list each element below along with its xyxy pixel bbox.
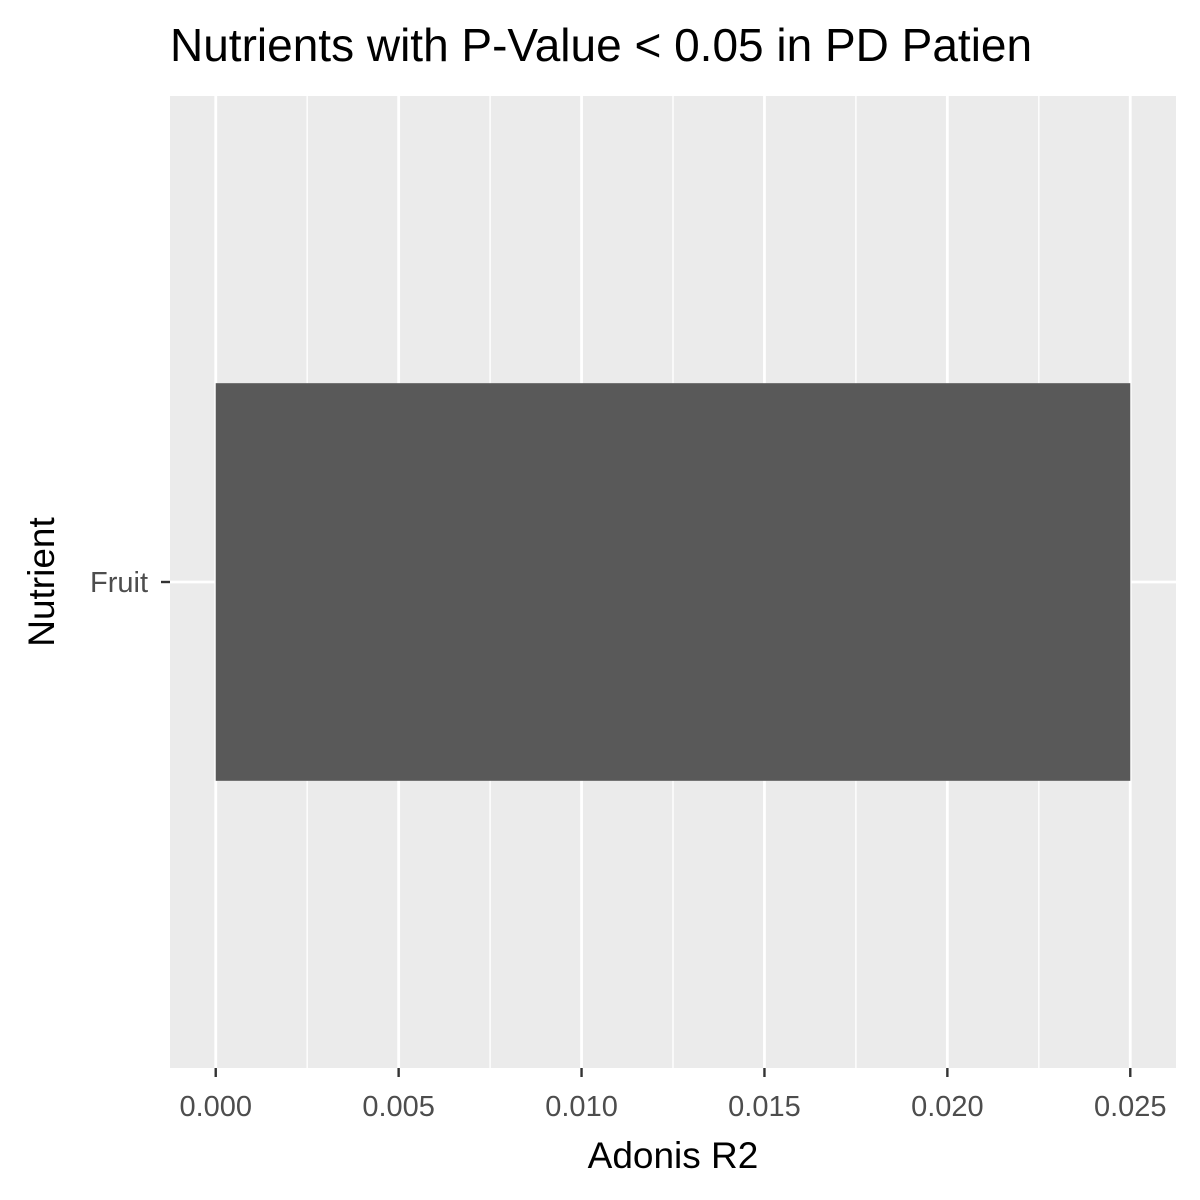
x-axis: 0.000 0.005 0.010 0.015 0.020 0.025: [179, 1068, 1167, 1123]
y-axis-title: Nutrient: [21, 517, 62, 647]
y-tick-label: Fruit: [90, 567, 148, 599]
x-tick-label: 0.010: [545, 1091, 618, 1123]
x-tick-label: 0.025: [1094, 1091, 1167, 1123]
x-tick-label: 0.020: [911, 1091, 984, 1123]
x-axis-title: Adonis R2: [588, 1135, 759, 1176]
bar-fruit: [215, 383, 1131, 781]
x-tick-label: 0.005: [362, 1091, 435, 1123]
x-tick-label: 0.000: [179, 1091, 252, 1123]
y-axis: Fruit: [90, 567, 170, 599]
chart-title: Nutrients with P-Value < 0.05 in PD Pati…: [170, 19, 1033, 71]
x-tick-label: 0.015: [728, 1091, 801, 1123]
bars: [215, 383, 1131, 781]
